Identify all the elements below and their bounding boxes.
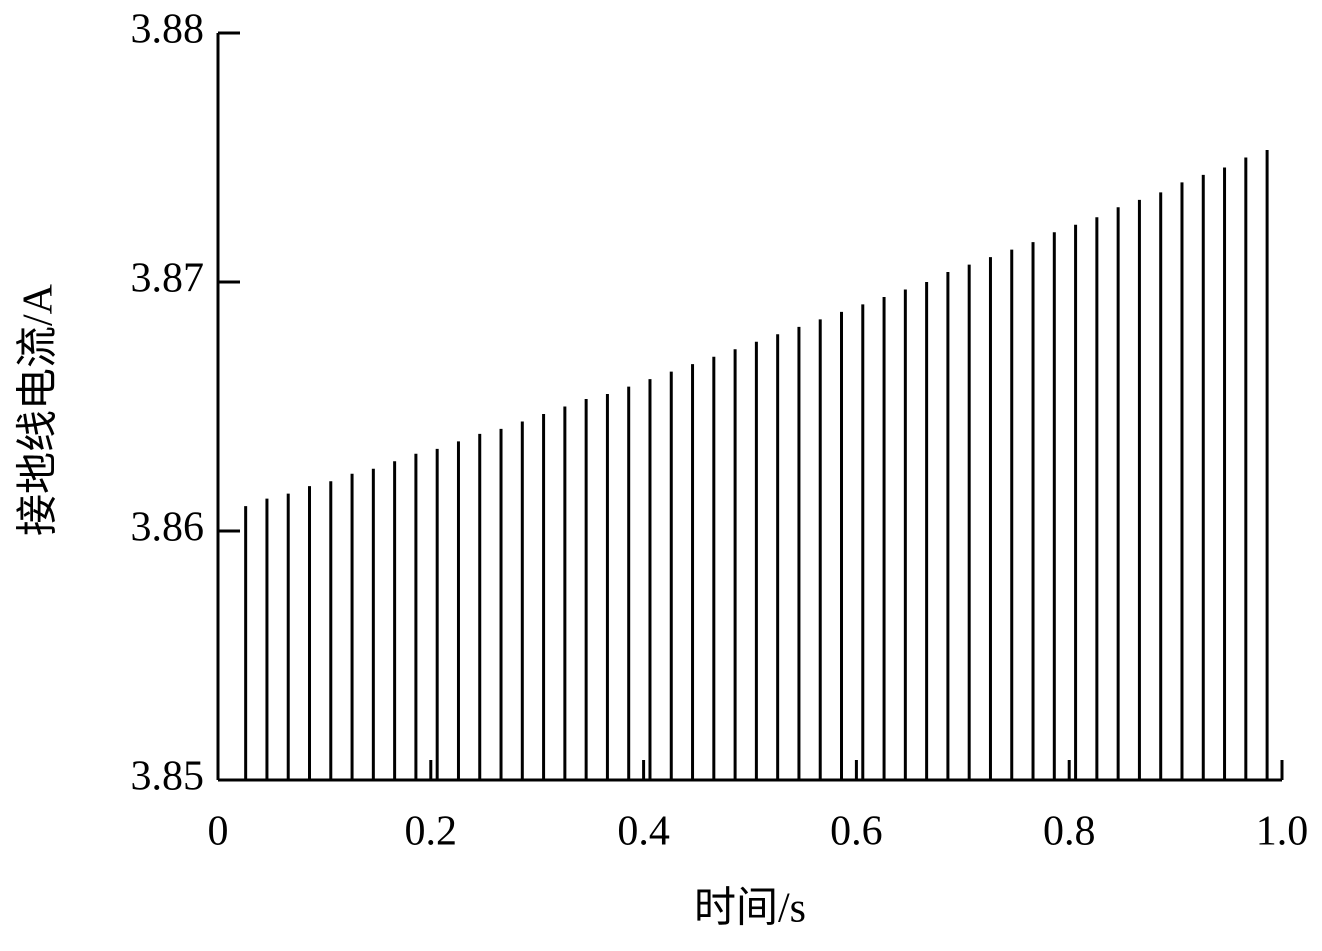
y-tick-label: 3.88 bbox=[131, 7, 205, 53]
x-tick-label: 0.6 bbox=[830, 809, 883, 855]
x-axis-label: 时间/s bbox=[694, 886, 806, 932]
y-tick-label: 3.87 bbox=[131, 256, 205, 302]
y-axis-label: 接地线电流/A bbox=[16, 283, 62, 536]
y-tick-label: 3.86 bbox=[131, 505, 205, 551]
x-tick-label: 0.2 bbox=[405, 809, 458, 855]
x-tick-label: 0.8 bbox=[1043, 809, 1096, 855]
x-tick-label: 0.4 bbox=[617, 809, 670, 855]
y-tick-label: 3.85 bbox=[131, 754, 205, 800]
x-tick-label: 0 bbox=[208, 809, 229, 855]
x-tick-label: 1.0 bbox=[1256, 809, 1309, 855]
